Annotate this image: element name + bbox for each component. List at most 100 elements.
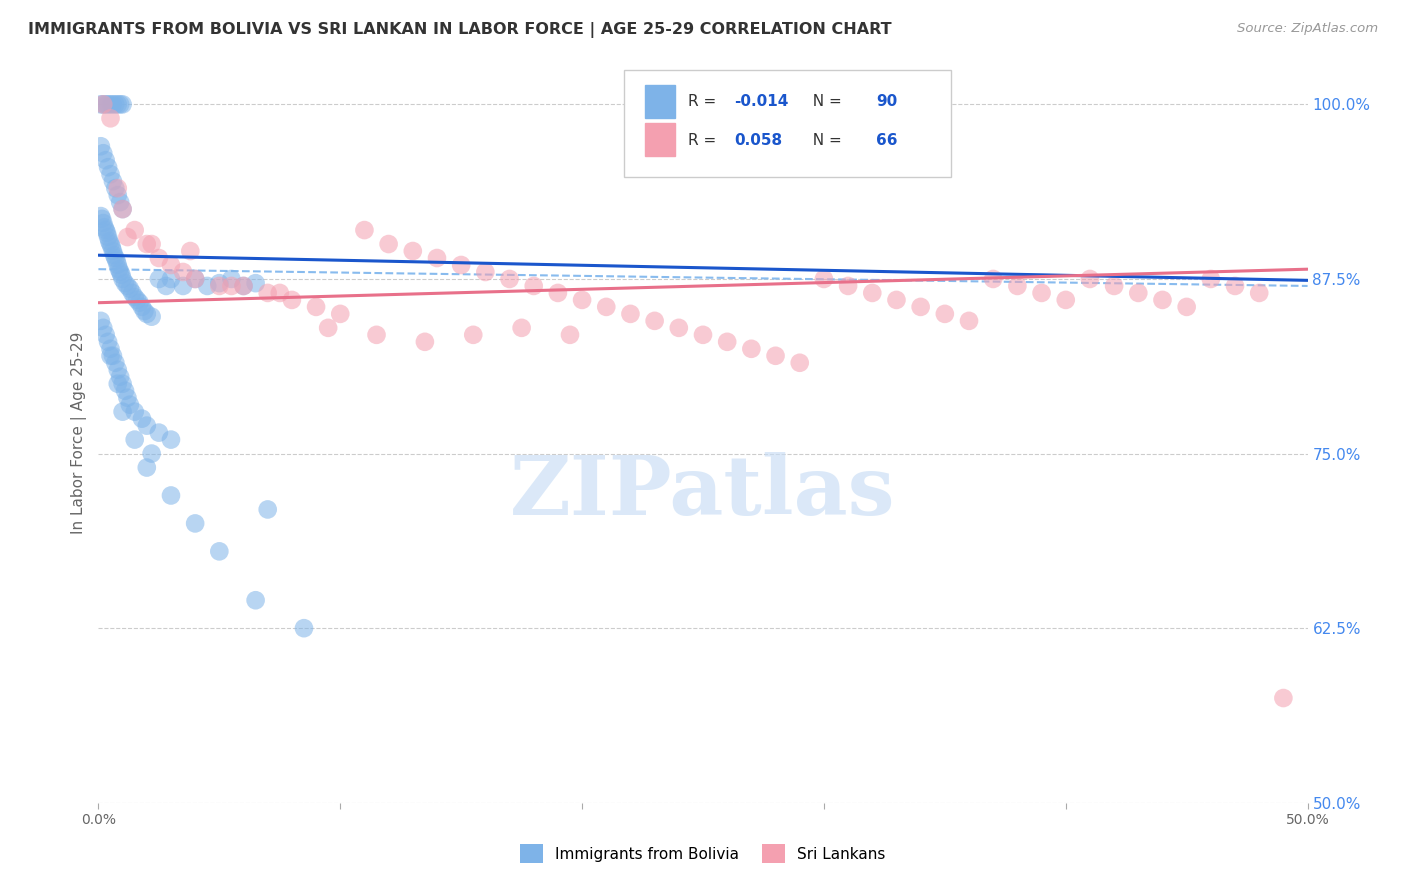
Point bbox=[305, 300, 328, 314]
Point bbox=[114, 276, 136, 290]
Point bbox=[1031, 285, 1053, 300]
Point bbox=[886, 293, 908, 307]
Point bbox=[155, 279, 177, 293]
Point bbox=[114, 384, 136, 398]
Point bbox=[101, 349, 124, 363]
Point bbox=[957, 314, 980, 328]
Point bbox=[1128, 285, 1150, 300]
Point bbox=[740, 342, 762, 356]
Point bbox=[141, 237, 163, 252]
Point bbox=[765, 349, 787, 363]
Point bbox=[111, 202, 134, 216]
Point bbox=[860, 285, 883, 300]
Point bbox=[111, 272, 134, 286]
Point bbox=[91, 216, 114, 230]
Point bbox=[108, 369, 131, 384]
Point bbox=[221, 272, 243, 286]
Point bbox=[281, 293, 304, 307]
Point bbox=[232, 279, 254, 293]
Point bbox=[256, 502, 278, 516]
Point bbox=[105, 253, 128, 268]
Point bbox=[94, 327, 117, 342]
Point bbox=[94, 97, 117, 112]
Point bbox=[107, 258, 129, 272]
Point bbox=[135, 307, 157, 321]
Point bbox=[644, 314, 666, 328]
Point bbox=[128, 295, 150, 310]
Point bbox=[124, 433, 146, 447]
Point bbox=[93, 220, 115, 235]
Point bbox=[91, 146, 114, 161]
Point bbox=[91, 211, 114, 226]
Point bbox=[292, 621, 315, 635]
Point bbox=[107, 376, 129, 391]
Point bbox=[127, 293, 149, 307]
Point bbox=[232, 279, 254, 293]
Point bbox=[450, 258, 472, 272]
Point bbox=[716, 334, 738, 349]
Point bbox=[510, 321, 533, 335]
Point bbox=[117, 279, 139, 293]
Point bbox=[208, 279, 231, 293]
Point bbox=[353, 223, 375, 237]
Point bbox=[94, 223, 117, 237]
Point bbox=[245, 593, 267, 607]
Point bbox=[571, 293, 593, 307]
Point bbox=[1272, 691, 1295, 706]
Point bbox=[1199, 272, 1222, 286]
Text: 0.058: 0.058 bbox=[734, 133, 783, 148]
Point bbox=[245, 276, 267, 290]
Point bbox=[813, 272, 835, 286]
Point bbox=[789, 356, 811, 370]
Point bbox=[97, 97, 120, 112]
Point bbox=[135, 418, 157, 433]
Point bbox=[103, 248, 125, 262]
Y-axis label: In Labor Force | Age 25-29: In Labor Force | Age 25-29 bbox=[70, 332, 87, 533]
Text: ZIPatlas: ZIPatlas bbox=[510, 452, 896, 532]
Point bbox=[100, 240, 122, 254]
Point bbox=[668, 321, 690, 335]
Text: R =: R = bbox=[689, 133, 727, 148]
Bar bbox=[645, 85, 675, 118]
Point bbox=[558, 327, 581, 342]
Point bbox=[107, 188, 129, 202]
Point bbox=[221, 279, 243, 293]
Text: R =: R = bbox=[689, 95, 721, 109]
Point bbox=[90, 139, 112, 153]
Point bbox=[111, 97, 134, 112]
Bar bbox=[645, 123, 675, 156]
Point bbox=[104, 356, 127, 370]
Point bbox=[101, 244, 124, 258]
Point bbox=[366, 327, 388, 342]
Text: 66: 66 bbox=[876, 133, 897, 148]
Point bbox=[110, 268, 132, 282]
Point bbox=[135, 237, 157, 252]
Point bbox=[498, 272, 520, 286]
Point bbox=[426, 251, 449, 265]
Text: -0.014: -0.014 bbox=[734, 95, 789, 109]
Point bbox=[1102, 279, 1125, 293]
Point bbox=[172, 265, 194, 279]
Point bbox=[108, 262, 131, 277]
Point bbox=[934, 307, 956, 321]
Point bbox=[377, 237, 399, 252]
Point bbox=[837, 279, 859, 293]
Point bbox=[124, 223, 146, 237]
Point bbox=[100, 112, 122, 126]
Text: IMMIGRANTS FROM BOLIVIA VS SRI LANKAN IN LABOR FORCE | AGE 25-29 CORRELATION CHA: IMMIGRANTS FROM BOLIVIA VS SRI LANKAN IN… bbox=[28, 22, 891, 38]
Text: 90: 90 bbox=[876, 95, 897, 109]
Point bbox=[104, 97, 127, 112]
Point bbox=[595, 300, 617, 314]
Point bbox=[111, 202, 134, 216]
Point bbox=[184, 272, 207, 286]
Point bbox=[111, 376, 134, 391]
Point bbox=[692, 327, 714, 342]
Point bbox=[94, 153, 117, 168]
Point bbox=[1223, 279, 1246, 293]
Point bbox=[1175, 300, 1198, 314]
Point bbox=[131, 411, 153, 425]
Point bbox=[108, 97, 131, 112]
Point bbox=[208, 544, 231, 558]
Point bbox=[100, 167, 122, 181]
Point bbox=[91, 97, 114, 112]
